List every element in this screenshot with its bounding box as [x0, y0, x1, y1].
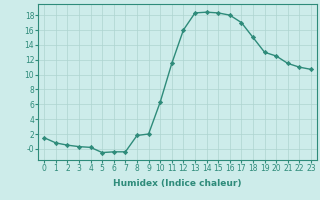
X-axis label: Humidex (Indice chaleur): Humidex (Indice chaleur) — [113, 179, 242, 188]
